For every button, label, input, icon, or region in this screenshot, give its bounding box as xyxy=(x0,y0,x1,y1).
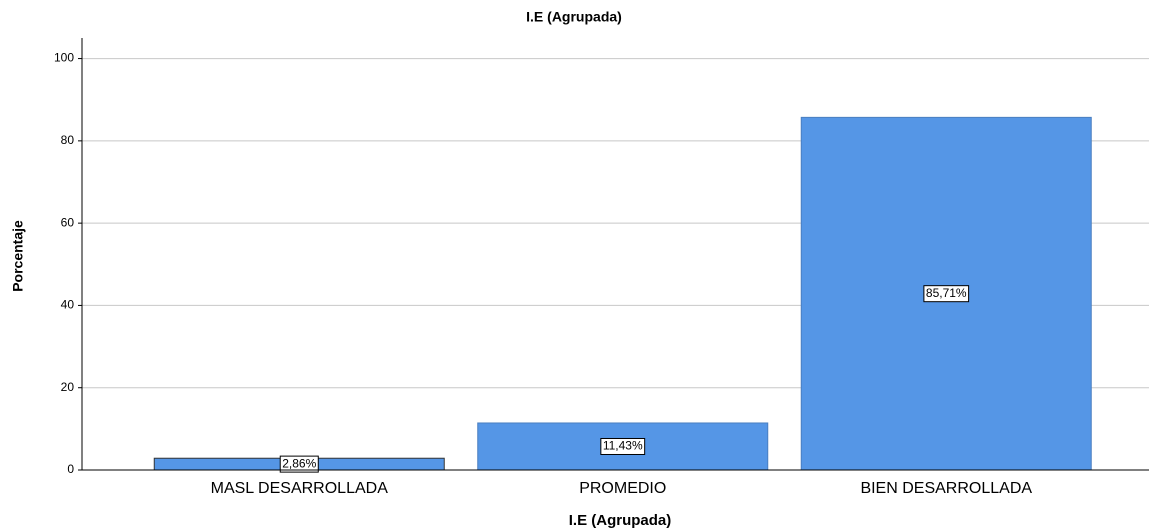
y-tick-label: 60 xyxy=(61,215,75,229)
y-tick-label: 80 xyxy=(61,133,75,147)
value-label: 2,86% xyxy=(282,456,316,470)
value-label-box xyxy=(600,437,646,455)
y-tick-label: 100 xyxy=(54,51,74,65)
y-tick-label: 20 xyxy=(61,380,75,394)
y-axis-label: Porcentaje xyxy=(10,220,26,292)
value-label: 11,43% xyxy=(603,439,643,453)
y-tick-label: 40 xyxy=(61,298,75,312)
chart-title: I.E (Agrupada) xyxy=(526,9,622,25)
x-tick-label: BIEN DESARROLLADA xyxy=(860,480,1032,497)
x-tick-label: MASL DESARROLLADA xyxy=(211,480,389,497)
value-label: 85,71% xyxy=(926,286,967,300)
x-axis-label: I.E (Agrupada) xyxy=(569,512,672,529)
value-label-box xyxy=(923,285,970,303)
x-tick-label: PROMEDIO xyxy=(579,480,666,497)
y-tick-label: 0 xyxy=(67,462,74,476)
value-label-box xyxy=(279,455,319,473)
